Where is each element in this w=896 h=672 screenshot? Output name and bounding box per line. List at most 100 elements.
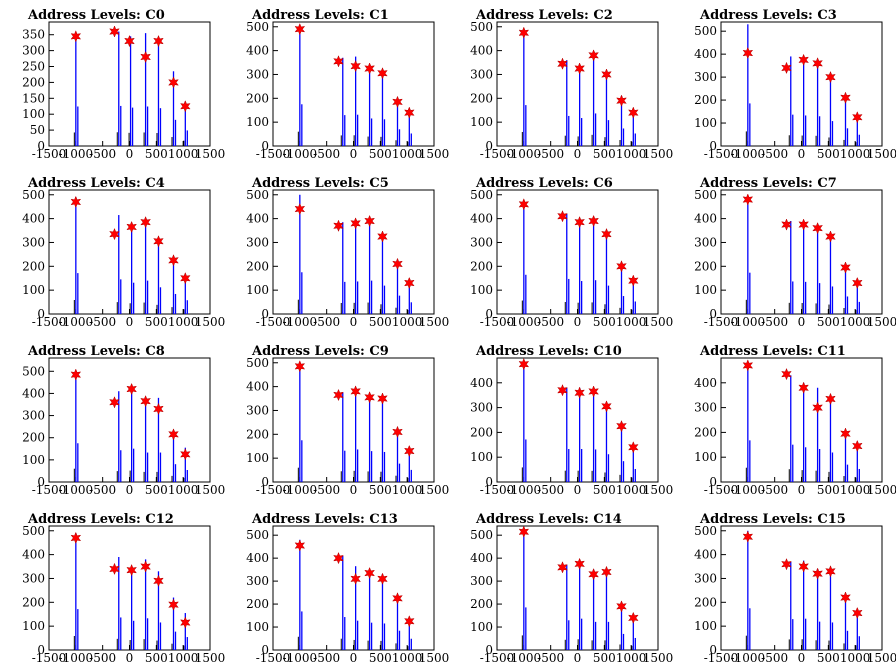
red-star-icon <box>601 565 612 579</box>
x-tick-label: -1000 <box>731 315 766 329</box>
x-tick-label: -1000 <box>59 315 94 329</box>
red-star-icon <box>852 111 863 124</box>
y-tick-label: 100 <box>246 283 269 297</box>
x-tick-label: 500 <box>369 651 392 665</box>
red-star-icon <box>588 385 599 398</box>
red-star-icon <box>364 214 375 228</box>
x-tick-label: 1000 <box>168 315 199 329</box>
red-star-icon <box>742 193 754 206</box>
red-star-icon <box>180 448 191 461</box>
x-tick-label: 500 <box>593 147 616 161</box>
y-tick-label: 500 <box>246 20 269 34</box>
red-star-icon <box>588 214 599 228</box>
red-star-icon <box>392 95 403 109</box>
y-tick-label: 400 <box>22 212 45 226</box>
y-tick-label: 0 <box>261 139 269 153</box>
x-tick-label: -500 <box>537 315 564 329</box>
red-star-icon <box>601 400 612 413</box>
x-tick-label: -500 <box>761 147 788 161</box>
y-tick-label: 500 <box>694 188 717 202</box>
x-tick-label: 1500 <box>419 483 450 497</box>
x-tick-label: 0 <box>350 315 358 329</box>
y-tick-label: 200 <box>22 75 45 89</box>
y-tick-label: 400 <box>246 380 269 394</box>
red-star-icon <box>557 210 568 223</box>
y-tick-label: 300 <box>22 235 45 249</box>
x-tick-label: 0 <box>126 315 134 329</box>
y-tick-label: 500 <box>246 356 269 370</box>
red-star-icon <box>628 106 639 119</box>
red-star-icon <box>574 62 585 75</box>
y-tick-label: 500 <box>22 524 45 538</box>
x-tick-label: -1500 <box>32 483 67 497</box>
y-tick-label: 400 <box>470 551 493 565</box>
y-tick-label: 200 <box>22 431 45 445</box>
panel-title: Address Levels: C7 <box>699 176 837 191</box>
red-star-icon <box>153 235 164 248</box>
y-tick-label: 400 <box>470 376 493 390</box>
y-tick-label: 0 <box>261 475 269 489</box>
x-tick-label: -1500 <box>480 315 515 329</box>
red-star-icon <box>294 202 306 216</box>
y-tick-label: 0 <box>709 475 717 489</box>
red-star-icon <box>616 260 627 273</box>
panel-12: Address Levels: C12 0 100 200 300 400 500 -1500… <box>22 512 225 665</box>
x-tick-label: -1000 <box>283 315 318 329</box>
y-tick-label: 200 <box>694 259 717 273</box>
red-star-icon <box>574 557 585 571</box>
x-tick-label: 0 <box>126 651 134 665</box>
x-tick-label: -1500 <box>704 483 739 497</box>
x-tick-label: 1500 <box>643 147 674 161</box>
y-tick-label: 200 <box>470 259 493 273</box>
y-tick-label: 100 <box>694 283 717 297</box>
panel-title: Address Levels: C15 <box>699 512 846 527</box>
red-star-icon <box>812 222 823 235</box>
y-tick-label: 0 <box>709 139 717 153</box>
red-star-icon <box>518 198 530 211</box>
red-star-icon <box>404 276 415 290</box>
y-tick-label: 0 <box>261 643 269 657</box>
y-tick-label: 300 <box>22 44 45 58</box>
y-tick-label: 0 <box>261 307 269 321</box>
x-tick-label: 1000 <box>392 651 423 665</box>
x-tick-label: -1500 <box>704 651 739 665</box>
red-star-icon <box>126 220 137 234</box>
red-star-icon <box>628 441 639 454</box>
y-tick-label: 0 <box>485 307 493 321</box>
red-star-icon <box>840 427 851 440</box>
red-star-icon <box>798 53 809 67</box>
red-star-icon <box>294 23 306 36</box>
y-tick-label: 200 <box>246 259 269 273</box>
red-star-icon <box>404 615 415 628</box>
x-tick-label: 1000 <box>392 315 423 329</box>
x-tick-label: -1500 <box>32 315 67 329</box>
panel-9: Address Levels: C90100200300400500-1500-… <box>246 344 449 497</box>
red-star-icon <box>333 551 344 565</box>
red-star-icon <box>350 572 361 585</box>
red-star-icon <box>364 391 375 404</box>
x-tick-label: 500 <box>145 315 168 329</box>
x-tick-label: 1000 <box>392 483 423 497</box>
y-tick-label: 50 <box>30 123 45 137</box>
x-tick-label: 0 <box>574 651 582 665</box>
x-tick-label: 1000 <box>840 147 871 161</box>
y-tick-label: 300 <box>694 401 717 415</box>
x-tick-label: -1500 <box>480 147 515 161</box>
x-tick-label: -1000 <box>283 483 318 497</box>
x-tick-label: -500 <box>313 315 340 329</box>
red-star-icon <box>825 70 836 84</box>
x-tick-label: 500 <box>817 651 840 665</box>
x-tick-label: 0 <box>798 147 806 161</box>
x-tick-label: 1500 <box>195 147 226 161</box>
red-star-icon <box>377 572 388 585</box>
x-tick-label: -1500 <box>704 315 739 329</box>
y-tick-label: 400 <box>246 212 269 226</box>
x-tick-label: 500 <box>369 315 392 329</box>
x-tick-label: 500 <box>145 147 168 161</box>
red-star-icon <box>825 392 836 406</box>
panel-7: Address Levels: C70100200300400500-1500-… <box>694 176 896 329</box>
y-tick-label: 500 <box>22 364 45 378</box>
x-tick-label: -1000 <box>59 147 94 161</box>
x-tick-label: 0 <box>574 315 582 329</box>
y-tick-label: 300 <box>470 67 493 81</box>
